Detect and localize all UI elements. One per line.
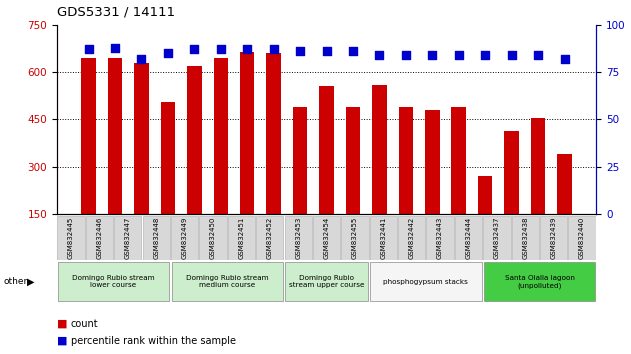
Point	[295, 48, 305, 54]
Bar	[171, 216, 198, 260]
Bar	[161, 102, 175, 214]
Point	[533, 52, 543, 58]
Text: phosphogypsum stacks: phosphogypsum stacks	[384, 279, 468, 285]
Bar	[58, 262, 169, 301]
Bar	[540, 216, 567, 260]
Bar	[427, 216, 454, 260]
Point	[507, 52, 517, 58]
Bar	[484, 262, 595, 301]
Text: GSM832452: GSM832452	[267, 217, 273, 259]
Bar	[187, 66, 202, 214]
Bar	[512, 216, 539, 260]
Text: GSM832446: GSM832446	[97, 217, 102, 259]
Text: ■: ■	[57, 336, 68, 346]
Point	[83, 47, 93, 52]
Text: GSM832454: GSM832454	[324, 217, 329, 259]
Bar	[134, 63, 149, 214]
Bar	[425, 110, 440, 214]
Point	[374, 52, 384, 58]
Bar	[370, 262, 481, 301]
Text: Domingo Rubio stream
lower course: Domingo Rubio stream lower course	[73, 275, 155, 288]
Point	[163, 50, 173, 56]
Text: GDS5331 / 14111: GDS5331 / 14111	[57, 5, 175, 18]
Point	[242, 47, 252, 52]
Bar	[346, 107, 360, 214]
Text: GSM832451: GSM832451	[239, 217, 244, 259]
Text: GSM832442: GSM832442	[409, 217, 415, 259]
Bar	[398, 216, 425, 260]
Bar	[228, 216, 255, 260]
Text: count: count	[71, 319, 98, 329]
Point	[216, 47, 226, 52]
Bar	[86, 216, 113, 260]
Text: Santa Olalla lagoon
(unpolluted): Santa Olalla lagoon (unpolluted)	[505, 275, 574, 289]
Bar	[108, 58, 122, 214]
Text: percentile rank within the sample: percentile rank within the sample	[71, 336, 235, 346]
Bar	[319, 86, 334, 214]
Bar	[313, 216, 340, 260]
Bar	[341, 216, 369, 260]
Text: GSM832450: GSM832450	[210, 217, 216, 259]
Text: ■: ■	[57, 319, 68, 329]
Point	[560, 56, 570, 62]
Text: GSM832449: GSM832449	[182, 217, 187, 259]
Point	[189, 47, 199, 52]
Text: Domingo Rubio stream
medium course: Domingo Rubio stream medium course	[186, 275, 268, 288]
Bar	[372, 85, 387, 214]
Bar	[451, 107, 466, 214]
Bar	[199, 216, 227, 260]
Text: GSM832453: GSM832453	[295, 217, 301, 259]
Point	[480, 52, 490, 58]
Bar	[143, 216, 170, 260]
Text: ▶: ▶	[27, 276, 34, 286]
Text: GSM832439: GSM832439	[551, 217, 557, 259]
Bar	[370, 216, 397, 260]
Text: GSM832438: GSM832438	[522, 217, 528, 259]
Text: GSM832444: GSM832444	[466, 217, 471, 259]
Bar	[455, 216, 482, 260]
Bar	[483, 216, 510, 260]
Text: GSM832443: GSM832443	[437, 217, 443, 259]
Bar	[504, 131, 519, 214]
Bar	[172, 262, 283, 301]
Point	[321, 48, 332, 54]
Bar	[557, 154, 572, 214]
Bar	[81, 58, 96, 214]
Bar	[57, 216, 85, 260]
Bar	[569, 216, 596, 260]
Point	[348, 48, 358, 54]
Text: GSM832440: GSM832440	[579, 217, 585, 259]
Bar	[213, 58, 228, 214]
Bar	[399, 107, 413, 214]
Point	[401, 52, 411, 58]
Bar	[266, 53, 281, 214]
Point	[136, 56, 146, 62]
Bar	[240, 52, 254, 214]
Bar	[285, 216, 312, 260]
Bar	[293, 107, 307, 214]
Text: Domingo Rubio
stream upper course: Domingo Rubio stream upper course	[289, 275, 364, 288]
Text: GSM832441: GSM832441	[380, 217, 386, 259]
Bar	[478, 176, 492, 214]
Text: GSM832437: GSM832437	[494, 217, 500, 259]
Point	[269, 47, 279, 52]
Text: GSM832455: GSM832455	[352, 217, 358, 259]
Point	[110, 45, 120, 50]
Point	[427, 52, 437, 58]
Point	[454, 52, 464, 58]
Bar	[256, 216, 283, 260]
Text: GSM832445: GSM832445	[68, 217, 74, 259]
Bar	[285, 262, 368, 301]
Bar	[114, 216, 141, 260]
Text: other: other	[3, 277, 27, 286]
Bar	[531, 118, 545, 214]
Text: GSM832448: GSM832448	[153, 217, 159, 259]
Text: GSM832447: GSM832447	[125, 217, 131, 259]
